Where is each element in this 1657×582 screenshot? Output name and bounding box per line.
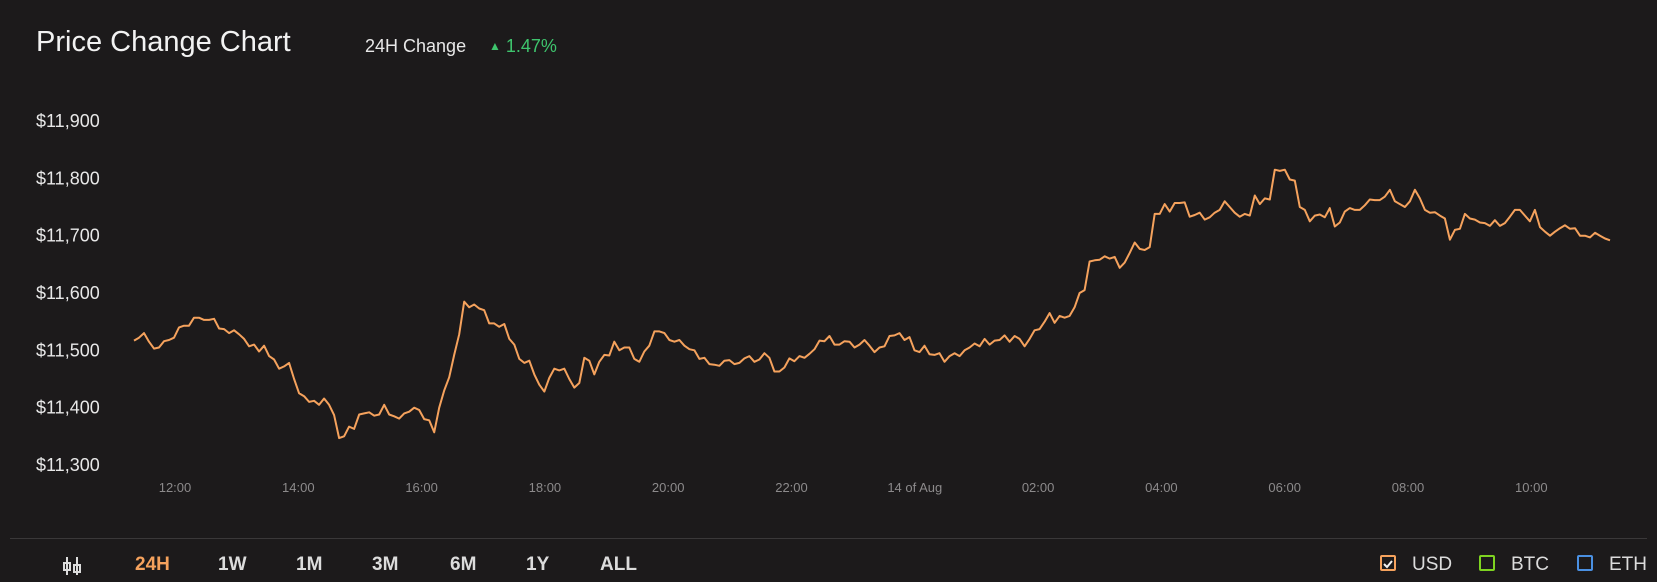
chart-footer: 24H 1W 1M 3M 6M 1Y ALL USD BTC ETH bbox=[0, 550, 1657, 582]
period-3m[interactable]: 3M bbox=[372, 554, 399, 575]
price-chart: $11,900 $11,800 $11,700 $11,600 $11,500 $11,4… bbox=[36, 111, 1611, 495]
period-24h[interactable]: 24H bbox=[135, 554, 170, 575]
y-tick-label: $11,600 bbox=[36, 283, 100, 303]
up-arrow-icon: ▲ bbox=[489, 39, 501, 53]
y-tick-label: $11,900 bbox=[36, 111, 100, 131]
period-1y[interactable]: 1Y bbox=[526, 554, 550, 575]
chart-title: Price Change Chart bbox=[36, 26, 291, 58]
x-tick-label: 08:00 bbox=[1392, 480, 1425, 495]
x-tick-label: 14:00 bbox=[282, 480, 315, 495]
period-1m[interactable]: 1M bbox=[296, 554, 323, 575]
eth-checkbox[interactable] bbox=[1577, 555, 1593, 571]
usd-checkbox[interactable] bbox=[1380, 555, 1396, 571]
x-tick-label: 06:00 bbox=[1268, 480, 1301, 495]
x-tick-label: 04:00 bbox=[1145, 480, 1178, 495]
x-tick-label: 22:00 bbox=[775, 480, 808, 495]
y-tick-label: $11,500 bbox=[36, 340, 100, 360]
change-value: ▲ 1.47% bbox=[489, 36, 557, 57]
y-tick-label: $11,300 bbox=[36, 455, 100, 475]
y-tick-label: $11,700 bbox=[36, 226, 100, 246]
currency-eth-label[interactable]: ETH bbox=[1609, 554, 1647, 575]
period-1w[interactable]: 1W bbox=[218, 554, 247, 575]
change-percent: 1.47% bbox=[505, 36, 557, 56]
x-tick-label: 12:00 bbox=[159, 480, 192, 495]
x-tick-label: 18:00 bbox=[529, 480, 562, 495]
x-tick-label: 10:00 bbox=[1515, 480, 1548, 495]
checkmark-icon bbox=[1383, 560, 1393, 569]
x-tick-label: 16:00 bbox=[405, 480, 438, 495]
candlestick-icon[interactable] bbox=[62, 555, 84, 577]
x-tick-label: 02:00 bbox=[1022, 480, 1055, 495]
btc-checkbox[interactable] bbox=[1479, 555, 1495, 571]
currency-usd-label[interactable]: USD bbox=[1412, 554, 1453, 575]
price-series-line bbox=[133, 168, 1611, 440]
change-label: 24H Change bbox=[365, 36, 467, 56]
footer-divider bbox=[10, 538, 1647, 539]
x-tick-label: 20:00 bbox=[652, 480, 685, 495]
y-tick-label: $11,400 bbox=[36, 398, 100, 418]
y-tick-label: $11,800 bbox=[36, 168, 100, 188]
period-all[interactable]: ALL bbox=[600, 554, 637, 575]
period-6m[interactable]: 6M bbox=[450, 554, 477, 575]
x-tick-label: 14 of Aug bbox=[887, 480, 942, 495]
currency-btc-label[interactable]: BTC bbox=[1511, 554, 1549, 575]
